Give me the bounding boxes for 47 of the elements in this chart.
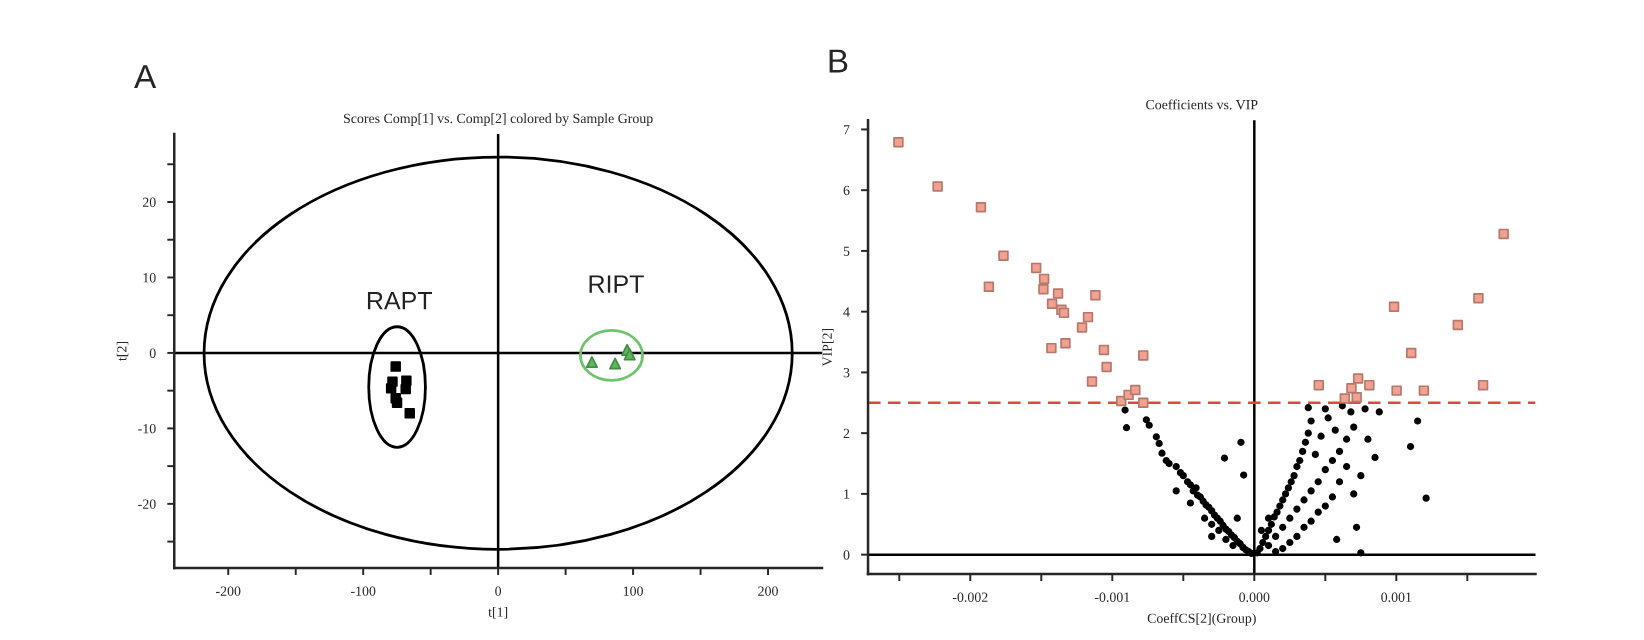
point (400, 383, 411, 395)
text: B (829, 49, 848, 73)
point (1352, 373, 1364, 384)
point (391, 397, 403, 408)
point (998, 250, 1009, 262)
point (1052, 288, 1064, 299)
point (1076, 322, 1088, 333)
point (1060, 338, 1071, 349)
point (983, 281, 995, 292)
point (385, 383, 397, 394)
point (1130, 384, 1141, 396)
point (1313, 379, 1325, 391)
point (1351, 392, 1362, 403)
point (1030, 262, 1042, 274)
point (1038, 283, 1049, 295)
point (1090, 290, 1101, 301)
point (1082, 311, 1094, 323)
point (1046, 342, 1057, 354)
point (1138, 350, 1149, 361)
point (1038, 273, 1050, 285)
point (390, 361, 401, 372)
point (1388, 301, 1400, 313)
point (1391, 385, 1402, 396)
point (1452, 319, 1464, 331)
point (623, 348, 636, 361)
point (1339, 393, 1350, 404)
point (1346, 382, 1357, 394)
point (893, 136, 904, 148)
point (1364, 379, 1375, 391)
point (404, 408, 415, 419)
text: RAPT (367, 292, 432, 310)
point (1477, 379, 1489, 391)
point (1418, 385, 1430, 396)
text: A (134, 65, 157, 89)
point (932, 181, 943, 192)
point (609, 357, 622, 370)
point (1138, 397, 1149, 409)
point (1406, 347, 1417, 359)
point (1101, 361, 1112, 373)
point (1498, 228, 1509, 240)
point (1473, 293, 1484, 304)
point (1046, 298, 1058, 309)
point (585, 355, 598, 369)
point (1098, 344, 1110, 356)
point (1086, 376, 1098, 387)
text: RIPT (589, 275, 644, 293)
point (975, 201, 987, 213)
